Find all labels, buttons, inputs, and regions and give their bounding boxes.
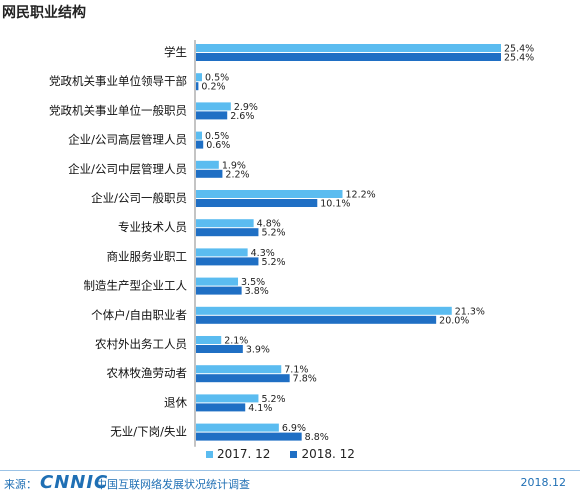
category-label: 退休: [164, 395, 187, 409]
bar-2018: [196, 82, 199, 91]
category-label: 企业/公司一般职员: [91, 191, 187, 205]
bar-2017: [196, 131, 203, 140]
data-label-2017: 0.5%: [205, 131, 229, 142]
legend-item-2018: 2018. 12: [290, 447, 355, 461]
bar-2017: [196, 160, 219, 169]
data-label-2018: 25.4%: [504, 53, 534, 64]
data-label-2018: 3.9%: [246, 345, 270, 356]
category-label: 无业/下岗/失业: [110, 425, 187, 439]
bar-2018: [196, 140, 204, 149]
data-label-2018: 2.6%: [230, 111, 254, 122]
data-label-2017: 3.5%: [241, 277, 265, 288]
bar-2017: [196, 336, 222, 344]
bar-2017: [196, 365, 282, 374]
bar-2017: [196, 306, 452, 315]
category-label: 商业服务业职工: [107, 249, 188, 263]
data-label-2018: 4.1%: [248, 403, 272, 414]
legend-label-2017: 2017. 12: [217, 447, 271, 461]
chart-legend: 2017. 12 2018. 12: [206, 447, 355, 461]
category-label: 党政机关事业单位领导干部: [49, 74, 187, 88]
data-label-2017: 7.1%: [284, 365, 308, 376]
bar-2018: [196, 432, 302, 441]
data-label-2017: 6.9%: [282, 423, 306, 434]
data-label-2017: 5.2%: [261, 394, 285, 405]
category-label: 个体户/自由职业者: [91, 308, 187, 322]
bar-2017: [196, 102, 231, 111]
data-label-2018: 10.1%: [320, 199, 350, 210]
bar-2018: [196, 53, 501, 61]
category-label: 企业/公司高层管理人员: [68, 133, 187, 147]
footer-date: 2018.12: [520, 476, 567, 489]
data-label-2017: 4.3%: [251, 248, 275, 259]
bar-2018: [196, 315, 437, 324]
bar-2017: [196, 248, 248, 257]
data-label-2017: 21.3%: [455, 306, 485, 317]
category-label: 制造生产型企业工人: [84, 279, 188, 293]
data-label-2017: 2.9%: [234, 102, 258, 113]
data-label-2017: 2.1%: [224, 336, 248, 347]
data-label-2017: 12.2%: [345, 190, 375, 201]
data-label-2018: 8.8%: [305, 432, 329, 443]
category-label: 学生: [164, 45, 187, 59]
category-label: 专业技术人员: [118, 220, 187, 234]
data-label-2018: 20.0%: [439, 315, 469, 326]
bar-2017: [196, 423, 279, 432]
data-label-2018: 3.8%: [245, 286, 269, 297]
data-label-2018: 0.6%: [206, 140, 230, 151]
bar-2018: [196, 169, 223, 178]
category-label: 企业/公司中层管理人员: [68, 162, 187, 176]
bar-2017: [196, 277, 239, 286]
legend-item-2017: 2017. 12: [206, 447, 270, 461]
data-label-2017: 25.4%: [504, 44, 534, 55]
bar-2017: [196, 394, 259, 403]
bar-2018: [196, 345, 243, 353]
bar-2017: [196, 219, 254, 228]
bar-2018: [196, 257, 259, 266]
bar-2018: [196, 228, 259, 237]
bar-2018: [196, 199, 318, 207]
data-label-2018: 0.2%: [201, 82, 225, 93]
chart-title: 网民职业结构: [2, 5, 86, 21]
category-label: 党政机关事业单位一般职员: [49, 103, 187, 117]
bar-2018: [196, 374, 290, 383]
data-label-2018: 2.2%: [225, 169, 249, 180]
bar-2017: [196, 44, 501, 52]
footer: 来源： CNNIC 中国互联网络发展状况统计调查 2018.12: [0, 470, 580, 495]
bar-2018: [196, 286, 242, 295]
legend-swatch-2017: [206, 450, 213, 458]
bar-2017: [196, 190, 343, 198]
data-label-2018: 5.2%: [261, 228, 285, 239]
data-label-2017: 1.9%: [222, 160, 246, 171]
legend-swatch-2018: [290, 450, 298, 458]
source-name: 中国互联网络发展状况统计调查: [96, 478, 250, 491]
source-label: 来源：: [4, 478, 37, 491]
bar-2018: [196, 111, 228, 120]
bar-2017: [196, 73, 203, 82]
category-label: 农村外出务工人员: [95, 337, 187, 351]
data-label-2018: 5.2%: [261, 257, 285, 268]
data-label-2017: 4.8%: [257, 219, 281, 230]
bar-2018: [196, 403, 246, 412]
category-label: 农林牧渔劳动者: [107, 366, 188, 380]
cnnic-logo: CNNIC: [40, 472, 109, 493]
data-label-2018: 7.8%: [293, 374, 317, 385]
data-label-2017: 0.5%: [205, 73, 229, 84]
legend-label-2018: 2018. 12: [301, 447, 355, 461]
